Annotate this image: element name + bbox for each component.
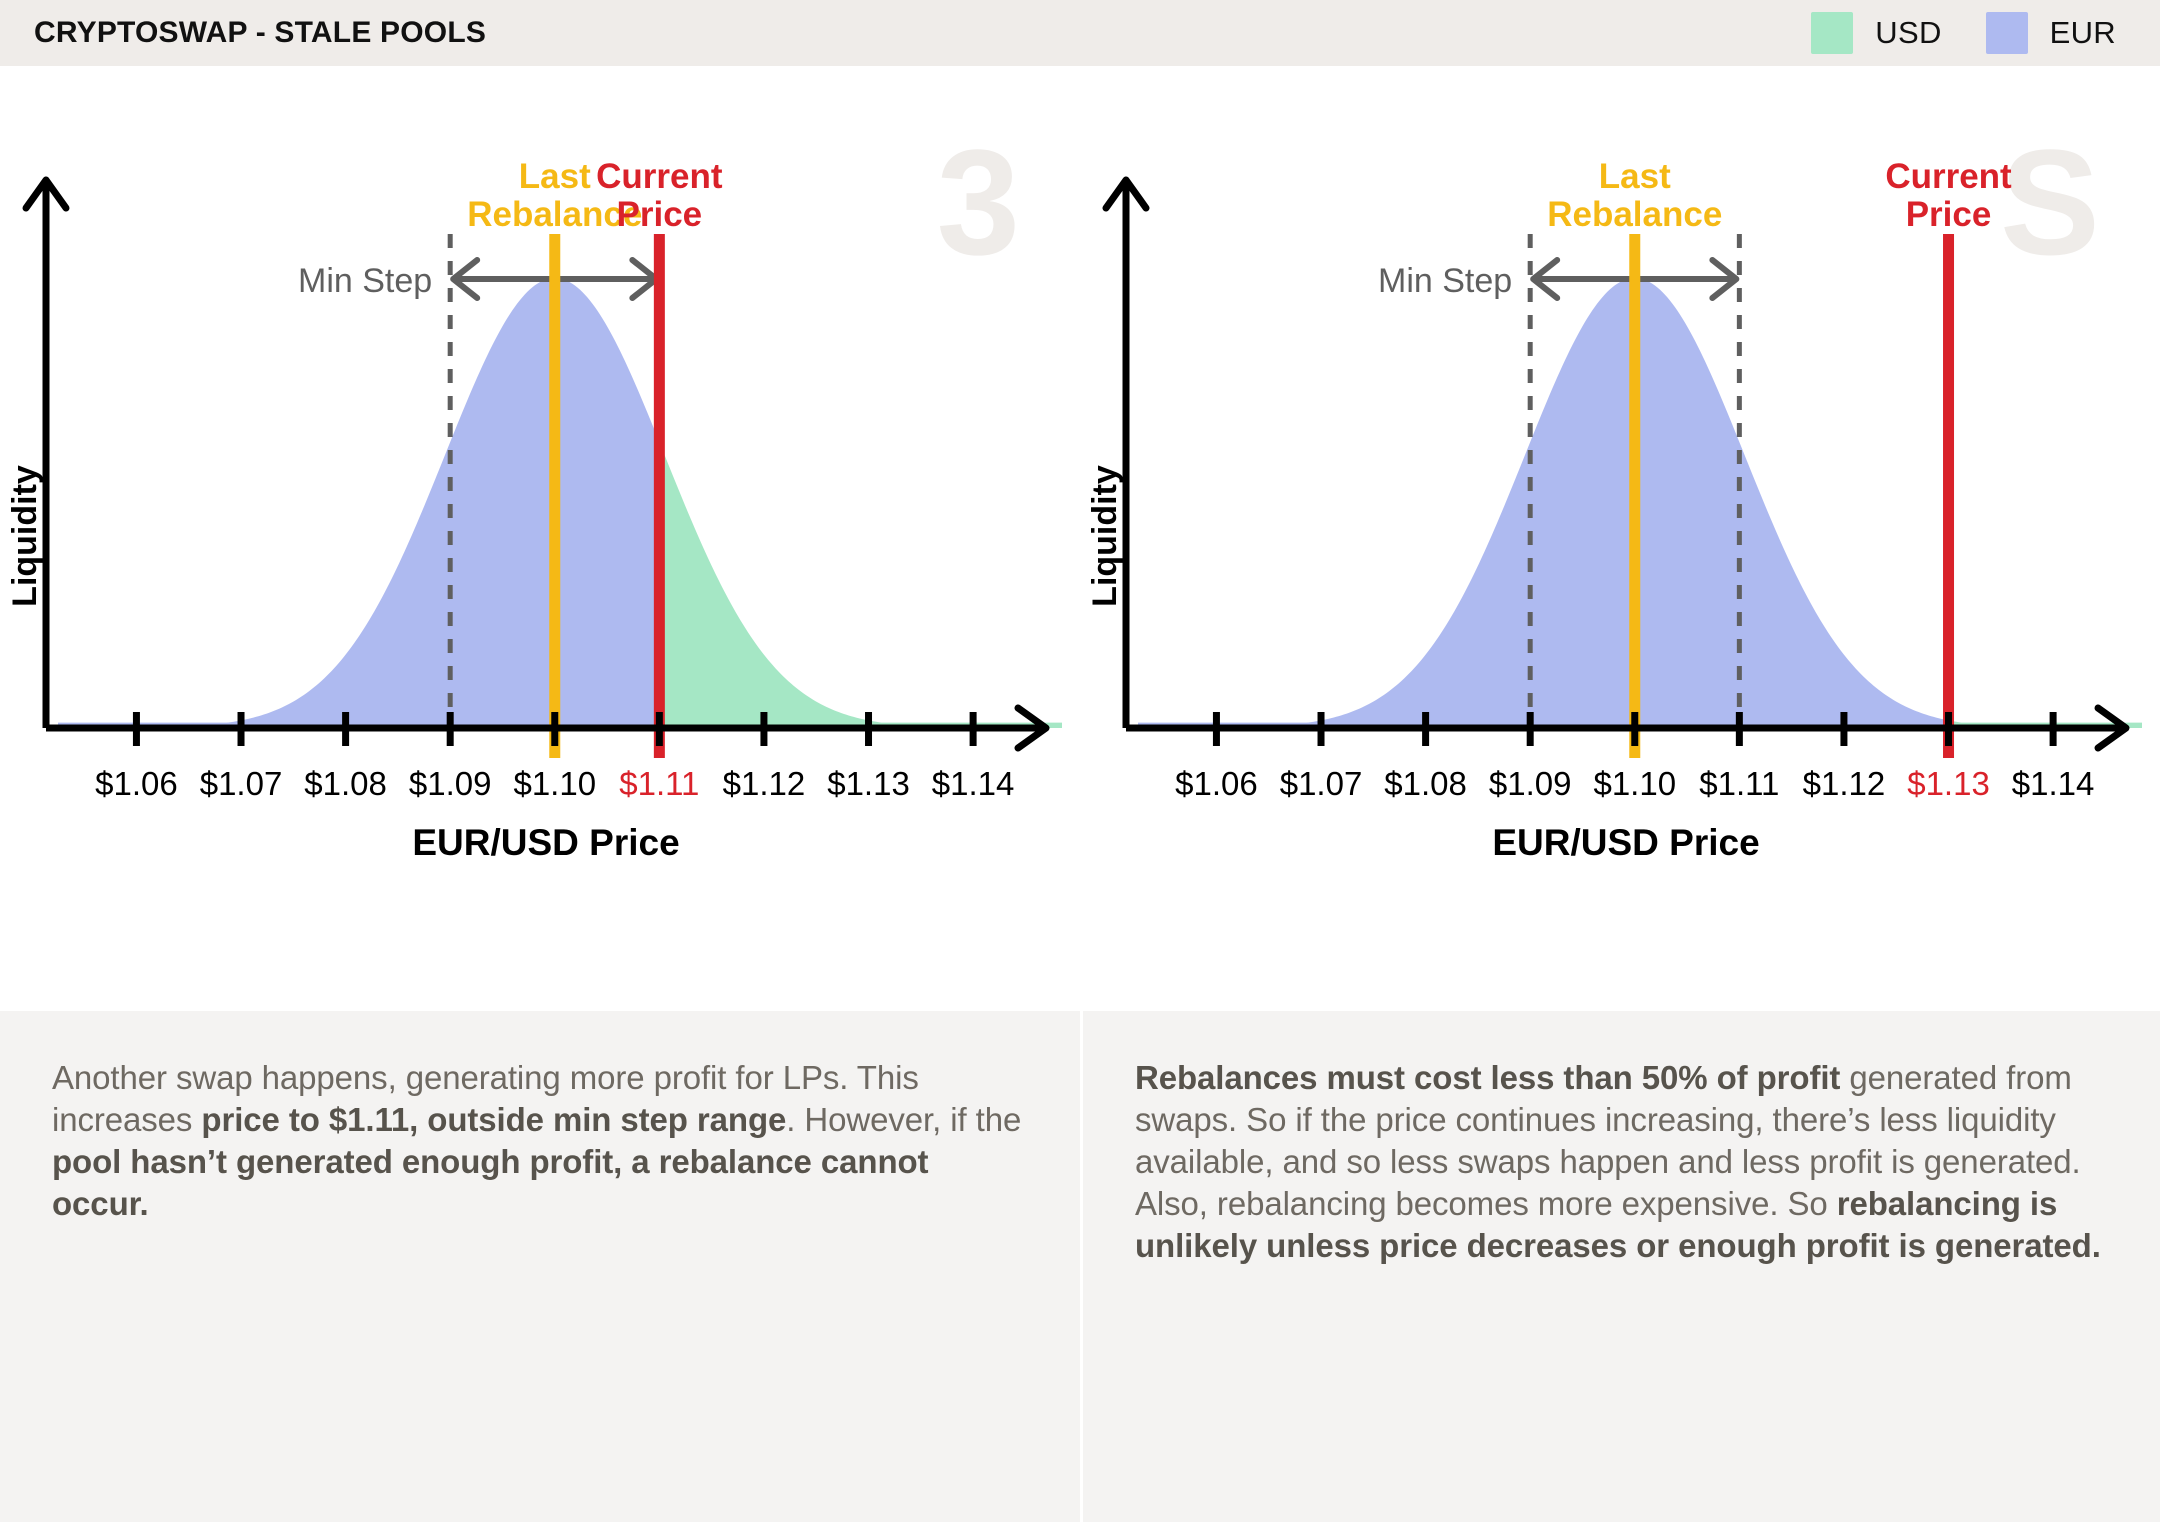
caption-panel-right: Rebalances must cost less than 50% of pr… xyxy=(1080,1011,2160,1522)
caption-run: price to $1.11, outside min step range xyxy=(201,1100,787,1138)
legend-item-usd: USD xyxy=(1811,12,1941,54)
last-rebalance-label-line2: Rebalance xyxy=(1547,195,1722,234)
x-axis-tick-label: $1.12 xyxy=(723,765,806,802)
x-axis-tick-label: $1.11 xyxy=(1699,765,1779,802)
x-axis xyxy=(46,704,1050,752)
usd-liquidity-area xyxy=(659,444,1062,728)
min-step-label: Min Step xyxy=(1378,262,1512,300)
min-step-label: Min Step xyxy=(298,262,432,300)
caption-run: pool hasn’t generated enough profit, a r… xyxy=(52,1142,929,1222)
x-axis-tick-label: $1.07 xyxy=(200,765,283,802)
eur-liquidity-area xyxy=(58,278,660,728)
x-axis-tick-label: $1.12 xyxy=(1803,765,1886,802)
last-rebalance-label-line1: Last xyxy=(519,157,591,196)
y-axis-label: Liquidity xyxy=(6,465,44,607)
x-axis xyxy=(1126,704,2130,752)
x-axis-tick-label: $1.10 xyxy=(1593,765,1676,802)
current-price-label-line2: Price xyxy=(617,195,703,234)
watermark-glyph: 3 xyxy=(937,118,1020,286)
caption-panel-left: Another swap happens, generating more pr… xyxy=(0,1011,1080,1522)
watermark-glyph: S xyxy=(2000,118,2100,286)
x-axis-tick-label: $1.09 xyxy=(1489,765,1572,802)
y-axis xyxy=(1102,176,1150,728)
current-price-label-line1: Current xyxy=(1885,157,2012,196)
header-bar: CRYPTOSWAP - STALE POOLS USD EUR xyxy=(0,0,2160,66)
x-axis-tick-label: $1.13 xyxy=(827,765,910,802)
caption-run: Another swap happens, generating more pr… xyxy=(52,1059,919,1138)
caption-run: . However, if the xyxy=(786,1100,1022,1138)
caption-text-left: Another swap happens, generating more pr… xyxy=(52,1057,1028,1225)
legend-label-eur: EUR xyxy=(2049,15,2116,50)
eur-liquidity-area xyxy=(1138,278,1949,728)
x-axis-tick-label: $1.07 xyxy=(1280,765,1363,802)
caption-run: rebalancing is unlikely unless price dec… xyxy=(1135,1184,2101,1264)
page-title: CRYPTOSWAP - STALE POOLS xyxy=(34,16,487,49)
legend-swatch-eur-icon xyxy=(1985,12,2028,54)
captions-row: Another swap happens, generating more pr… xyxy=(0,1008,2160,1522)
legend: USD EUR xyxy=(1811,12,2116,54)
y-axis-label: Liquidity xyxy=(1086,465,1124,607)
legend-swatch-usd-icon xyxy=(1811,12,1854,54)
x-axis-tick-label: $1.09 xyxy=(409,765,492,802)
caption-run: generated from swaps. So if the price co… xyxy=(1135,1059,2081,1222)
x-axis-label: EUR/USD Price xyxy=(1492,822,1759,863)
charts-row: 3 Min Step Last Rebalance Current Price Liquid… xyxy=(0,66,2160,1008)
y-axis xyxy=(22,176,70,728)
x-axis-tick-label: $1.06 xyxy=(95,765,178,802)
last-rebalance-label-line2: Rebalance xyxy=(467,195,642,234)
chart-panel-right: S Min Step Last Rebalance Current Price Liquid… xyxy=(1080,66,2160,1008)
caption-run: Rebalances must cost less than 50% of pr… xyxy=(1135,1059,1841,1096)
x-axis-tick-label: $1.06 xyxy=(1175,765,1258,802)
current-price-label-line1: Current xyxy=(596,157,723,196)
x-axis-tick-label: $1.08 xyxy=(1384,765,1467,802)
chart-panel-left: 3 Min Step Last Rebalance Current Price Liquid… xyxy=(0,66,1080,1008)
legend-item-eur: EUR xyxy=(1985,12,2116,54)
legend-label-usd: USD xyxy=(1875,15,1942,50)
x-axis-tick-label: $1.10 xyxy=(513,765,596,802)
x-axis-label: EUR/USD Price xyxy=(412,822,679,863)
x-axis-tick-label: $1.14 xyxy=(2012,765,2095,802)
x-axis-tick-label: $1.08 xyxy=(304,765,387,802)
last-rebalance-label-line1: Last xyxy=(1599,157,1671,196)
caption-text-right: Rebalances must cost less than 50% of pr… xyxy=(1135,1057,2108,1267)
x-axis-tick-label: $1.13 xyxy=(1907,765,1990,802)
x-axis-tick-label: $1.14 xyxy=(932,765,1015,802)
current-price-label-line2: Price xyxy=(1906,195,1992,234)
x-axis-tick-label: $1.11 xyxy=(619,765,699,802)
